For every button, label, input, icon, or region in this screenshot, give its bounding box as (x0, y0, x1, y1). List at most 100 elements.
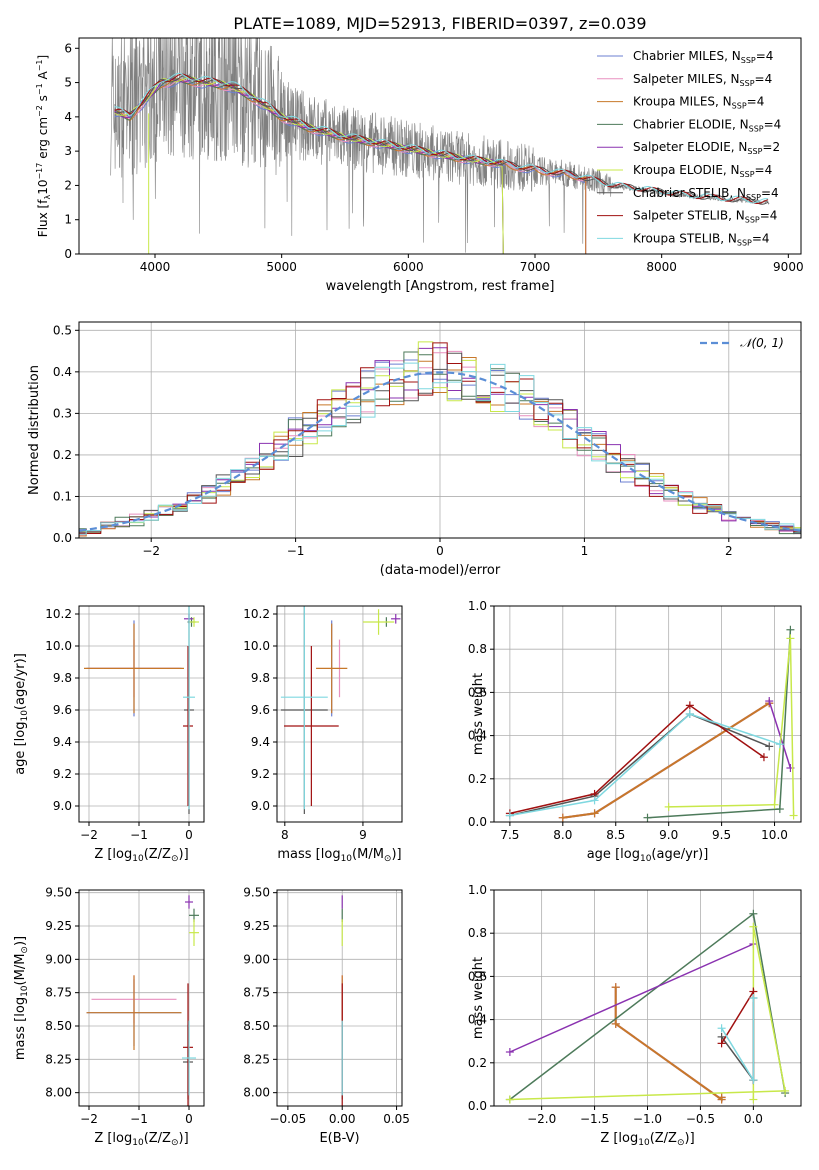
marker-kroupa_elodie (781, 1086, 790, 1095)
legend-entry: Salpeter STELIB, NSSP=4 (633, 209, 777, 225)
y-tick-label: 8.75 (45, 986, 72, 1000)
y-axis-label: mass weight (471, 957, 486, 1039)
legend-name: Chabrier ELODIE, N (633, 117, 749, 131)
y-tick-label: 9.25 (243, 919, 270, 933)
x-tick-label: 5000 (266, 260, 297, 274)
y-tick-label: 8.00 (45, 1086, 72, 1100)
y-tick-label: 0.8 (468, 642, 487, 656)
weight-line-kroupa_stelib (720, 998, 755, 1083)
residuals-panel: −2 −1 0 1 2 0.0 0.1 0.2 0.3 0.4 0.5 (data-model)/er… (27, 321, 802, 578)
label-part: ⊙ (171, 854, 179, 864)
x-tick-label: 8 (281, 828, 289, 842)
label-part: erg cm (36, 117, 50, 163)
y-tick-label: 9.8 (251, 671, 270, 685)
label-part: −1 (35, 83, 44, 95)
y-axis-label: age [log10(age/yr)] (13, 653, 30, 775)
marker-chabrier_elodie (786, 625, 795, 634)
marker-kroupa_stelib (749, 1076, 758, 1085)
legend-entry: Chabrier MILES, NSSP=4 (633, 49, 773, 65)
marker-kroupa_stelib (590, 796, 599, 805)
x-tick-label: 8.0 (553, 828, 572, 842)
y-tick-label: 2 (64, 178, 72, 192)
x-tick-label: 0.05 (383, 1112, 410, 1126)
x-tick-label: 10.0 (761, 828, 788, 842)
plot-area (505, 625, 798, 822)
axes-frame (493, 605, 802, 823)
marker-kroupa_stelib (505, 811, 514, 820)
label-part: −1 (35, 59, 44, 71)
y-tick-label: 0.2 (468, 1056, 487, 1070)
legend-eq: =4 (764, 117, 782, 131)
label-part: (M/M (352, 847, 384, 862)
label-part: (Z/Z (144, 1131, 171, 1146)
legend-entry: 𝒩(0, 1) (740, 336, 784, 350)
errorbar-salpeter_elodie (391, 614, 401, 624)
weight-line-salpeter_stelib (509, 704, 765, 815)
legend-name: Kroupa MILES, N (633, 95, 732, 109)
x-tick-label: 0.00 (329, 1112, 356, 1126)
label-part: Flux [f (36, 199, 50, 237)
legend-sub: SSP (732, 102, 747, 111)
legend-sub: SSP (741, 56, 756, 65)
errorbar-kroupa_stelib (182, 1020, 196, 1096)
marker-chabrier_elodie (643, 813, 652, 822)
x-tick-label: 9 (359, 828, 367, 842)
axes-frame (78, 605, 205, 823)
legend-sub: SSP (740, 79, 755, 88)
y-tick-label: 0.5 (53, 323, 72, 337)
marker-kroupa_miles (590, 809, 599, 818)
errorbar-kroupa_stelib (183, 606, 195, 810)
y-tick-label: 9.2 (53, 767, 72, 781)
y-tick-label: 1.0 (468, 599, 487, 613)
model-spectrum-kroupa_stelib (114, 72, 769, 204)
axes-frame (276, 889, 403, 1107)
y-tick-label: 9.00 (243, 952, 270, 966)
y-tick-label: 0.8 (468, 926, 487, 940)
y-tick-label: 4 (64, 110, 72, 124)
axes-frame (276, 605, 403, 823)
plot-area (110, 38, 770, 254)
x-axis-label: Z [log10(Z/Z⊙)] (94, 847, 188, 864)
marker-salpeter_stelib (685, 701, 694, 710)
x-axis-label: Z [log10(Z/Z⊙)] (600, 1131, 694, 1148)
y-axis-label: Normed distribution (27, 365, 42, 495)
spectrum-panel: 4000 5000 6000 7000 8000 9000 0 1 2 3 4 5 6 wavelengt… (35, 37, 804, 294)
legend-name: Salpeter ELODIE, N (633, 140, 747, 154)
y-tick-label: 0.2 (468, 772, 487, 786)
weight-vs-age-panel: 7.5 8.0 8.5 9.0 9.5 10.0 0.0 0.2 0.4 0.6 0.8 1.0 age… (468, 599, 802, 864)
marker-kroupa_miles (558, 813, 567, 822)
legend-name: Salpeter MILES, N (633, 72, 740, 86)
weight-line-kroupa_stelib (509, 713, 781, 817)
label-part: mass [log (277, 847, 340, 862)
label-part: 10 (640, 854, 652, 864)
plot-area (84, 606, 199, 814)
x-tick-label: 2 (725, 544, 733, 558)
weight-line-chabrier_stelib (509, 713, 770, 817)
label-part: age [log (587, 847, 640, 862)
y-tick-label: 0.0 (53, 531, 72, 545)
marker-kroupa_miles (611, 1019, 620, 1028)
axes-frame (78, 889, 205, 1107)
marker-salpeter_elodie (765, 697, 774, 706)
errorbar-kroupa_miles (86, 975, 182, 1050)
marker-salpeter_elodie (505, 1048, 514, 1056)
weight-line-salpeter_elodie (509, 943, 754, 1053)
weight-vs-metallicity-panel: −2.0 −1.5 −1.0 −0.5 0.0 0.0 0.2 0.4 0.6 0.8 1.0 Z [… (468, 883, 802, 1148)
histogram-kroupa_stelib (79, 362, 801, 535)
label-part: −2 (35, 105, 44, 117)
marker-kroupa_elodie (749, 1095, 758, 1104)
legend-name: Chabrier STELIB, N (633, 186, 746, 200)
label-part: 10 (132, 854, 144, 864)
label-part: ⊙ (20, 946, 30, 954)
y-tick-label: 0.0 (468, 815, 487, 829)
weight-line-salpeter_miles (614, 987, 723, 1102)
weight-line-kroupa_miles (614, 987, 723, 1102)
y-tick-label: 1 (64, 213, 72, 227)
y-tick-label: 8.25 (243, 1052, 270, 1066)
label-part: (age/yr)] (13, 653, 28, 710)
marker-kroupa_elodie (749, 922, 758, 931)
x-tick-label: −1.5 (580, 1112, 609, 1126)
age-vs-metallicity-panel: −2 −1 09.09.29.49.69.810.010.2Z [log10(Z/Z… (13, 605, 205, 864)
y-tick-label: 5 (64, 76, 72, 90)
